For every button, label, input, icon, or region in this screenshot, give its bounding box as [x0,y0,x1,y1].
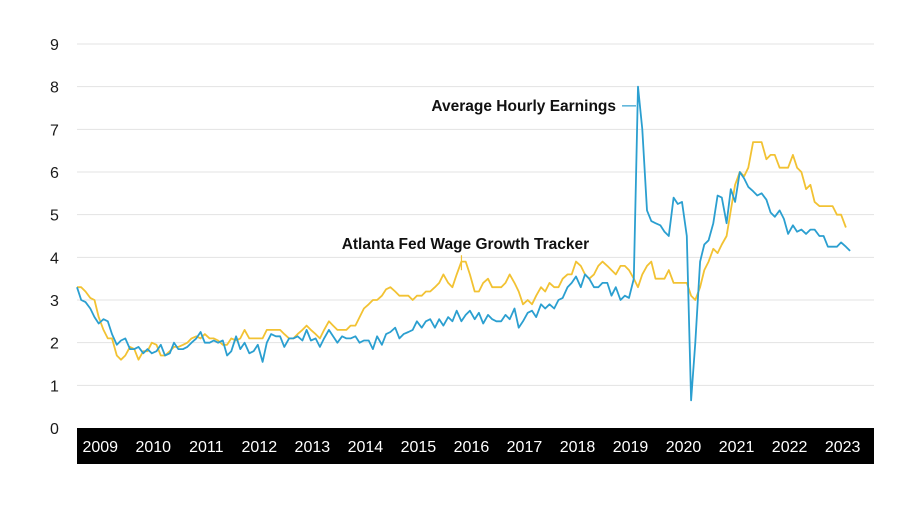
y-axis-ticks: 0 1 2 3 4 5 6 7 8 9 [50,37,59,438]
annotations: Average Hourly Earnings Atlanta Fed Wage … [342,98,637,271]
x-tick-label-2023: 2023 [825,439,861,456]
x-tick-label-2010: 2010 [135,439,171,456]
y-tick-label-3: 3 [50,293,59,310]
x-tick-label-2016: 2016 [454,439,490,456]
x-tick-label-2015: 2015 [401,439,437,456]
y-tick-label-2: 2 [50,336,59,353]
y-tick-label-6: 6 [50,165,59,182]
x-axis-ticks: 2009 2010 2011 2012 2013 2014 2015 2016 2017 2018… [82,439,860,456]
y-tick-label-9: 9 [50,37,59,54]
x-tick-label-2021: 2021 [719,439,755,456]
x-tick-label-2022: 2022 [772,439,808,456]
x-tick-label-2017: 2017 [507,439,543,456]
x-tick-label-2019: 2019 [613,439,649,456]
annotation-atlanta-fed-tracker: Atlanta Fed Wage Growth Tracker [342,236,589,253]
x-axis-band [77,428,874,464]
y-tick-label-4: 4 [50,250,59,267]
x-tick-label-2012: 2012 [242,439,278,456]
gridlines [77,43,874,386]
x-tick-label-2018: 2018 [560,439,596,456]
y-tick-label-0: 0 [50,421,59,438]
x-tick-label-2014: 2014 [348,439,384,456]
series-line-0 [76,85,851,402]
y-tick-label-7: 7 [50,122,59,139]
x-tick-label-2013: 2013 [295,439,331,456]
x-tick-label-2009: 2009 [82,439,118,456]
x-tick-label-2011: 2011 [189,439,224,456]
y-tick-label-8: 8 [50,80,59,97]
y-tick-label-1: 1 [50,378,59,395]
annotation-average-hourly-earnings: Average Hourly Earnings [431,98,616,115]
x-tick-label-2020: 2020 [666,439,702,456]
y-tick-label-5: 5 [50,208,59,225]
